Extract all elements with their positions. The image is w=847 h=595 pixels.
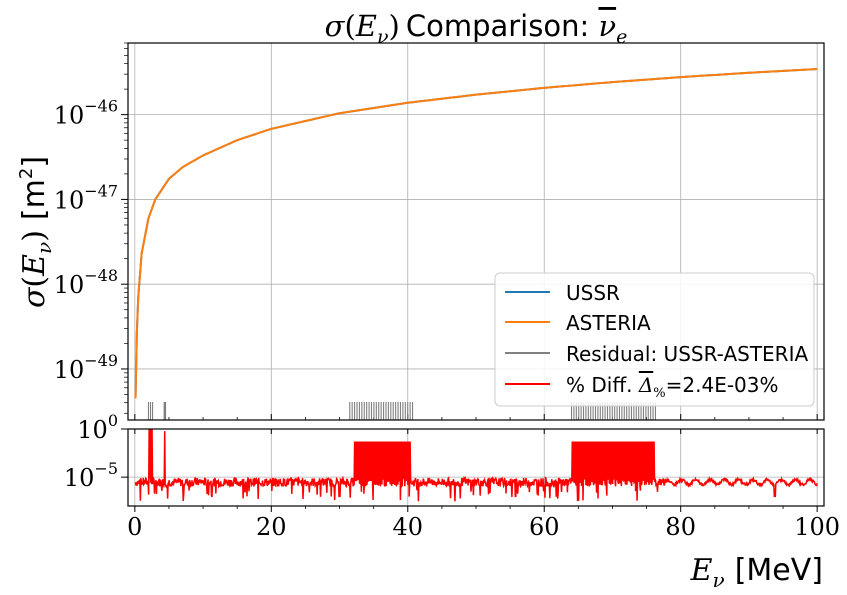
legend-box: [494, 272, 815, 407]
residual-x-ticks: 0 20 40 60 80 100: [127, 429, 840, 541]
x-tick-label-60: 60: [529, 513, 560, 541]
svg-text:σ(Eν)[m2]: σ(Eν)[m2]: [16, 156, 56, 308]
res-ytick-label-1: 10−5: [64, 459, 118, 492]
residual-axes: 100 10−5 0 20 40 60 80 100: [64, 411, 840, 541]
legend-item-ussr: USSR: [505, 281, 620, 305]
legend-label-percent-diff: % Diff. Δ%=2.4E-03%: [566, 373, 779, 401]
x-tick-label-80: 80: [665, 513, 696, 541]
legend-item-asteria: ASTERIA: [505, 311, 651, 335]
legend: USSR ASTERIA Residual: USSR-ASTERIA % Di…: [494, 272, 815, 407]
svg-text:Eν[MeV]: Eν [MeV]: [690, 553, 823, 592]
main-axes-frame: [127, 42, 825, 421]
legend-label-ussr: USSR: [566, 281, 620, 305]
main-ytick-label-1: 10−47: [54, 181, 118, 214]
series-asteria-line: [134, 68, 818, 399]
chart-title-text: σ(Eν) Comparison: νe: [325, 9, 628, 48]
residual-axes-frame: [127, 428, 825, 507]
main-x-ticks: [134, 414, 818, 420]
legend-item-residual: Residual: USSR-ASTERIA: [505, 342, 808, 366]
res-ytick-label-0: 100: [77, 411, 118, 444]
main-ytick-label-3: 10−49: [54, 351, 118, 384]
series-percent-diff-line: [134, 429, 818, 502]
x-tick-label-0: 0: [127, 513, 142, 541]
legend-label-residual: Residual: USSR-ASTERIA: [566, 342, 808, 366]
legend-item-percent-diff: % Diff. Δ%=2.4E-03%: [505, 373, 779, 401]
residual-grid: [128, 428, 824, 506]
x-tick-label-40: 40: [392, 513, 423, 541]
main-ytick-label-2: 10−48: [54, 266, 118, 299]
x-tick-label-100: 100: [794, 513, 840, 541]
legend-label-asteria: ASTERIA: [566, 311, 651, 335]
x-axis-label: Eν [MeV]: [690, 553, 823, 592]
residual-y-ticks: 100 10−5: [64, 411, 128, 492]
main-y-ticks: 10−46 10−47 10−48 10−49: [54, 42, 128, 414]
chart-title: σ(Eν) Comparison: νe: [325, 9, 628, 48]
main-axes: 10−46 10−47 10−48 10−49 USSR ASTERIA Residu…: [54, 42, 825, 421]
y-axis-label: σ(Eν)[m2]: [16, 156, 56, 308]
main-ytick-label-0: 10−46: [54, 97, 118, 130]
x-tick-label-20: 20: [256, 513, 287, 541]
